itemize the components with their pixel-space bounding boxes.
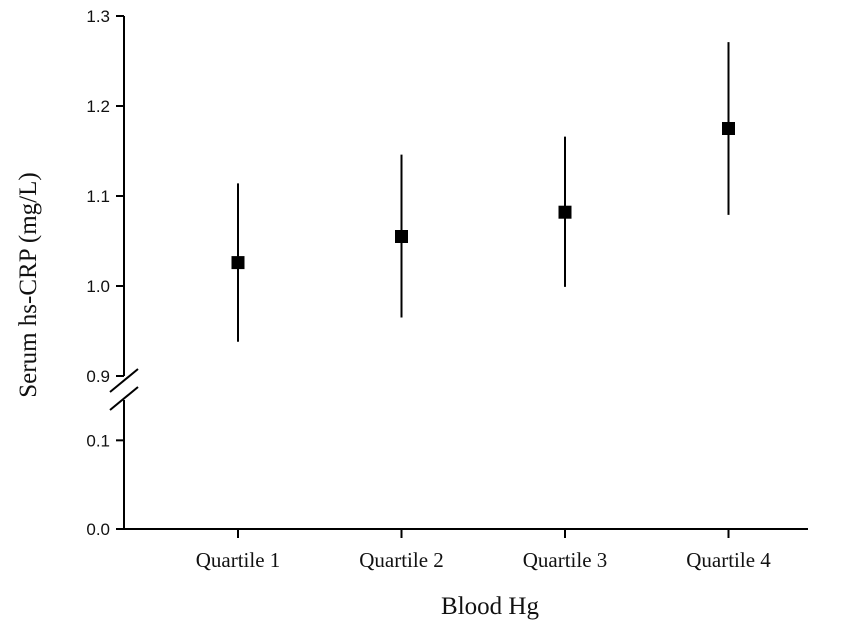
x-tick-label: Quartile 2 <box>359 548 444 572</box>
y-tick-label: 0.0 <box>86 520 110 539</box>
y-tick-label: 1.1 <box>86 187 110 206</box>
data-point-marker <box>722 122 735 135</box>
y-tick-label: 0.1 <box>86 431 110 450</box>
x-tick-label: Quartile 3 <box>523 548 608 572</box>
x-tick-label: Quartile 1 <box>196 548 281 572</box>
x-axis-title: Blood Hg <box>441 593 539 620</box>
data-marks <box>231 42 735 342</box>
y-tick-label: 1.0 <box>86 277 110 296</box>
y-tick-label: 0.9 <box>86 367 110 386</box>
data-point-marker <box>395 230 408 243</box>
axis-break-mark <box>109 386 139 411</box>
axis-break-mark <box>109 368 139 393</box>
x-tick-label: Quartile 4 <box>686 548 771 572</box>
y-axis-title: Serum hs-CRP (mg/L) <box>15 172 42 397</box>
y-tick-label: 1.2 <box>86 97 110 116</box>
data-point-marker <box>558 205 572 219</box>
x-axis-ticks: Quartile 1 Quartile 2 Quartile 3 Quartile 4 <box>196 529 771 572</box>
y-axis-ticks: 0.9 1.0 1.1 1.2 1.3 0.0 0.1 <box>86 7 124 539</box>
y-tick-label: 1.3 <box>86 7 110 26</box>
data-point-marker <box>231 256 245 270</box>
axes <box>109 16 808 530</box>
